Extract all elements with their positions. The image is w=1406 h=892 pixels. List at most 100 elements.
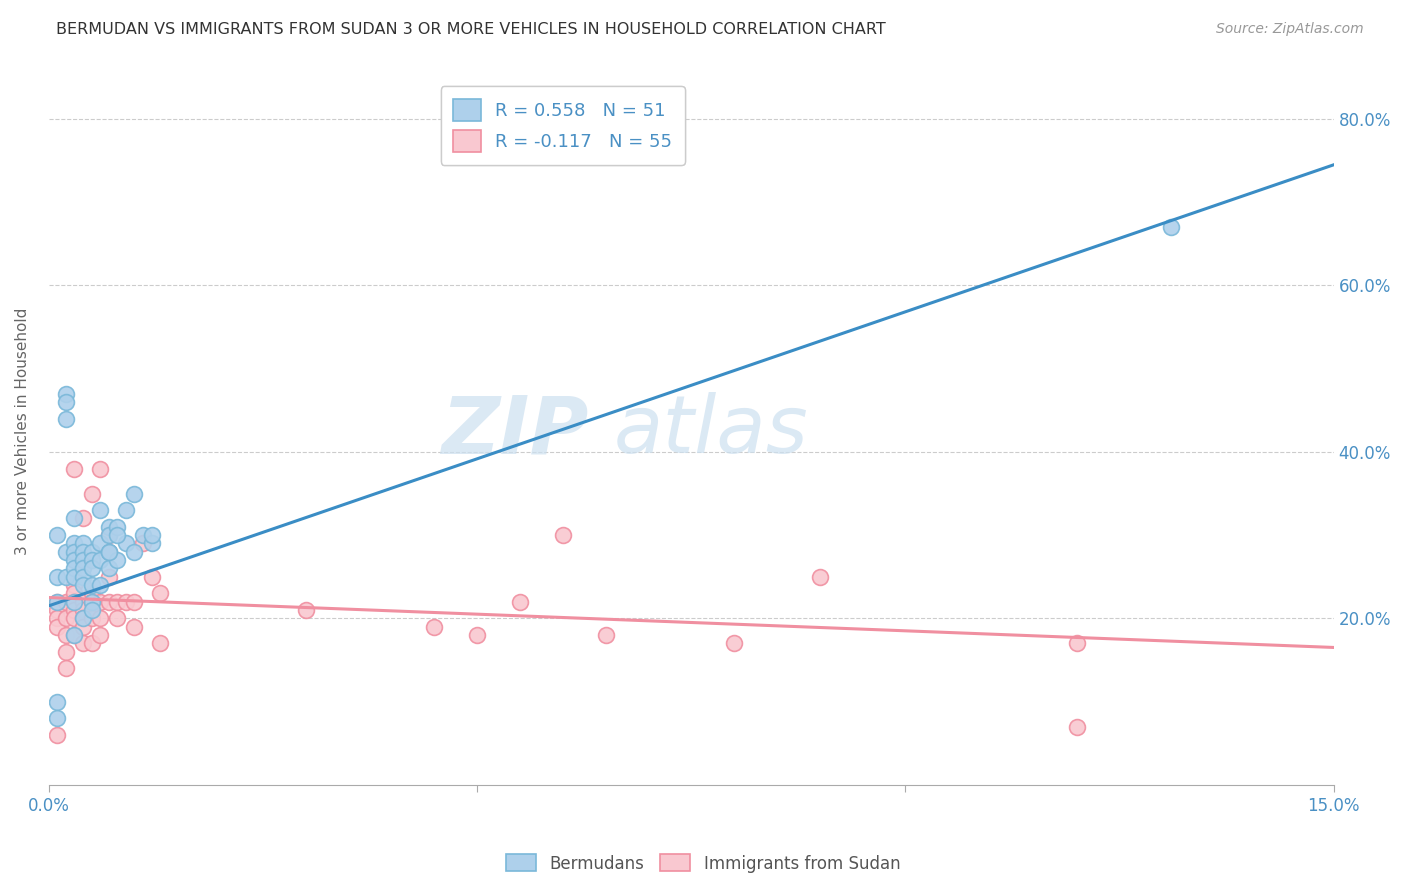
Point bbox=[1066, 719, 1088, 733]
Point bbox=[72, 511, 94, 525]
Text: ZIP: ZIP bbox=[441, 392, 588, 470]
Legend: Bermudans, Immigrants from Sudan: Bermudans, Immigrants from Sudan bbox=[499, 847, 907, 880]
Point bbox=[63, 628, 86, 642]
Point bbox=[97, 528, 120, 542]
Point bbox=[55, 628, 77, 642]
Point bbox=[465, 628, 488, 642]
Point bbox=[149, 636, 172, 650]
Point bbox=[80, 578, 103, 592]
Point bbox=[63, 628, 86, 642]
Point bbox=[80, 595, 103, 609]
Point bbox=[55, 611, 77, 625]
Point bbox=[46, 611, 69, 625]
Point bbox=[63, 553, 86, 567]
Point bbox=[97, 570, 120, 584]
Point bbox=[141, 528, 163, 542]
Point bbox=[115, 503, 138, 517]
Point bbox=[63, 595, 86, 609]
Point bbox=[72, 578, 94, 592]
Point bbox=[105, 553, 128, 567]
Point bbox=[72, 570, 94, 584]
Point bbox=[80, 561, 103, 575]
Point bbox=[72, 636, 94, 650]
Point bbox=[80, 603, 103, 617]
Point bbox=[551, 528, 574, 542]
Point bbox=[124, 486, 146, 500]
Point bbox=[89, 595, 111, 609]
Point bbox=[124, 620, 146, 634]
Point bbox=[46, 620, 69, 634]
Point bbox=[294, 603, 316, 617]
Point bbox=[105, 528, 128, 542]
Point bbox=[89, 628, 111, 642]
Point bbox=[149, 586, 172, 600]
Point bbox=[115, 595, 138, 609]
Point bbox=[1066, 636, 1088, 650]
Point bbox=[63, 578, 86, 592]
Point bbox=[509, 595, 531, 609]
Point bbox=[89, 536, 111, 550]
Point bbox=[72, 620, 94, 634]
Point bbox=[55, 545, 77, 559]
Point bbox=[63, 570, 86, 584]
Point bbox=[63, 545, 86, 559]
Point bbox=[46, 694, 69, 708]
Point bbox=[595, 628, 617, 642]
Point bbox=[124, 595, 146, 609]
Point bbox=[97, 528, 120, 542]
Point bbox=[72, 611, 94, 625]
Point bbox=[80, 636, 103, 650]
Point bbox=[46, 728, 69, 742]
Point bbox=[89, 553, 111, 567]
Point bbox=[80, 586, 103, 600]
Point bbox=[89, 461, 111, 475]
Point bbox=[124, 545, 146, 559]
Point bbox=[55, 645, 77, 659]
Point bbox=[423, 620, 446, 634]
Point bbox=[105, 520, 128, 534]
Point bbox=[141, 570, 163, 584]
Y-axis label: 3 or more Vehicles in Household: 3 or more Vehicles in Household bbox=[15, 308, 30, 555]
Text: atlas: atlas bbox=[614, 392, 808, 470]
Point bbox=[97, 545, 120, 559]
Point bbox=[63, 603, 86, 617]
Point bbox=[46, 595, 69, 609]
Text: Source: ZipAtlas.com: Source: ZipAtlas.com bbox=[1216, 22, 1364, 37]
Point bbox=[132, 536, 155, 550]
Point bbox=[63, 511, 86, 525]
Text: BERMUDAN VS IMMIGRANTS FROM SUDAN 3 OR MORE VEHICLES IN HOUSEHOLD CORRELATION CH: BERMUDAN VS IMMIGRANTS FROM SUDAN 3 OR M… bbox=[56, 22, 886, 37]
Point bbox=[80, 553, 103, 567]
Point bbox=[115, 536, 138, 550]
Point bbox=[46, 603, 69, 617]
Point bbox=[97, 561, 120, 575]
Point bbox=[63, 461, 86, 475]
Point bbox=[55, 595, 77, 609]
Point bbox=[63, 595, 86, 609]
Point bbox=[72, 536, 94, 550]
Point bbox=[97, 545, 120, 559]
Point bbox=[63, 536, 86, 550]
Point bbox=[72, 595, 94, 609]
Point bbox=[46, 528, 69, 542]
Point bbox=[80, 486, 103, 500]
Point bbox=[46, 711, 69, 725]
Point bbox=[63, 586, 86, 600]
Point bbox=[723, 636, 745, 650]
Point bbox=[80, 545, 103, 559]
Point bbox=[46, 595, 69, 609]
Point bbox=[80, 611, 103, 625]
Point bbox=[55, 570, 77, 584]
Point bbox=[72, 553, 94, 567]
Point bbox=[80, 595, 103, 609]
Point bbox=[97, 520, 120, 534]
Point bbox=[1160, 220, 1182, 235]
Point bbox=[55, 395, 77, 409]
Legend: R = 0.558   N = 51, R = -0.117   N = 55: R = 0.558 N = 51, R = -0.117 N = 55 bbox=[441, 87, 685, 165]
Point bbox=[72, 545, 94, 559]
Point bbox=[89, 611, 111, 625]
Point bbox=[55, 386, 77, 401]
Point bbox=[132, 528, 155, 542]
Point bbox=[72, 603, 94, 617]
Point bbox=[89, 578, 111, 592]
Point bbox=[55, 411, 77, 425]
